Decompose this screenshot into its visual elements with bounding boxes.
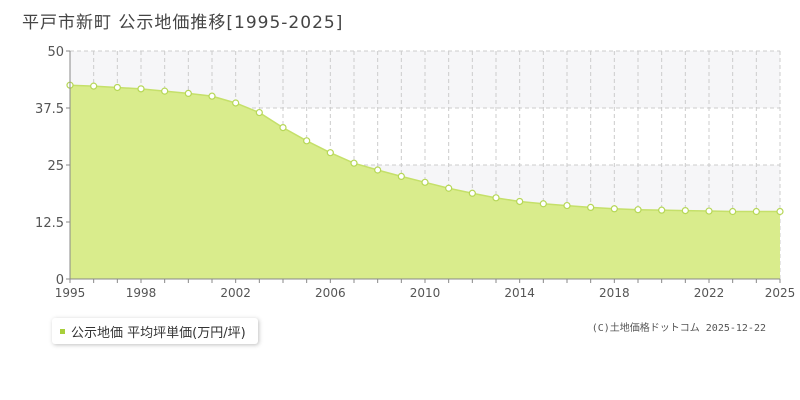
data-point [681, 207, 689, 215]
x-tick-label: 2006 [315, 286, 346, 300]
y-tick-label: 50 [47, 45, 64, 60]
x-tick-labels: 1995 1998 2002 2006 2010 2014 2018 2022 2025 [55, 286, 796, 300]
x-tick-label: 1995 [55, 286, 86, 300]
data-point [279, 124, 287, 132]
x-tick-label: 1998 [126, 286, 157, 300]
data-point [729, 207, 737, 216]
data-point [374, 166, 382, 174]
data-point [161, 87, 169, 95]
chart-legend: 公示地価 平均坪単価(万円/坪) [52, 318, 258, 344]
area-fill [70, 85, 780, 279]
y-tick-label: 37.5 [35, 102, 64, 117]
data-point [516, 197, 524, 206]
data-point [752, 207, 760, 216]
data-point [658, 206, 666, 214]
data-point [208, 92, 216, 100]
data-point [421, 178, 429, 186]
data-point [113, 83, 121, 92]
page-title: 平戸市新町 公示地価推移[1995-2025] [22, 13, 344, 33]
x-tick-label: 2010 [410, 286, 441, 300]
data-point [705, 207, 713, 215]
x-tick-label: 2025 [765, 286, 796, 300]
legend-label: 公示地価 平均坪単価(万円/坪) [71, 325, 246, 341]
data-point [137, 85, 145, 93]
copyright-text: (C)土地価格ドットコム 2025-12-22 [591, 323, 766, 334]
y-tick-label: 0 [56, 273, 64, 288]
data-point [610, 205, 618, 213]
data-point [397, 172, 405, 180]
data-point [445, 184, 453, 192]
chart-axes [66, 50, 781, 283]
data-points [66, 81, 784, 216]
data-point [326, 149, 334, 157]
data-point [563, 201, 571, 210]
data-point [184, 89, 192, 98]
x-tick-label: 2018 [599, 286, 630, 300]
data-point [468, 189, 476, 197]
data-point [492, 194, 500, 202]
x-tick-label: 2014 [504, 286, 535, 300]
data-point [350, 159, 358, 167]
y-tick-label: 25 [47, 159, 64, 174]
data-point [634, 206, 642, 214]
data-point [587, 203, 595, 212]
x-tick-label: 2002 [220, 286, 251, 300]
data-point [90, 82, 98, 90]
legend-swatch [60, 328, 65, 334]
y-tick-label: 12.5 [35, 216, 64, 231]
x-tick-label: 2022 [694, 286, 725, 300]
data-point [255, 108, 263, 117]
data-point [539, 200, 547, 208]
data-point [232, 99, 240, 107]
y-tick-labels: 0 12.5 25 37.5 50 [35, 45, 64, 288]
data-point [303, 137, 311, 145]
data-point [776, 207, 784, 216]
